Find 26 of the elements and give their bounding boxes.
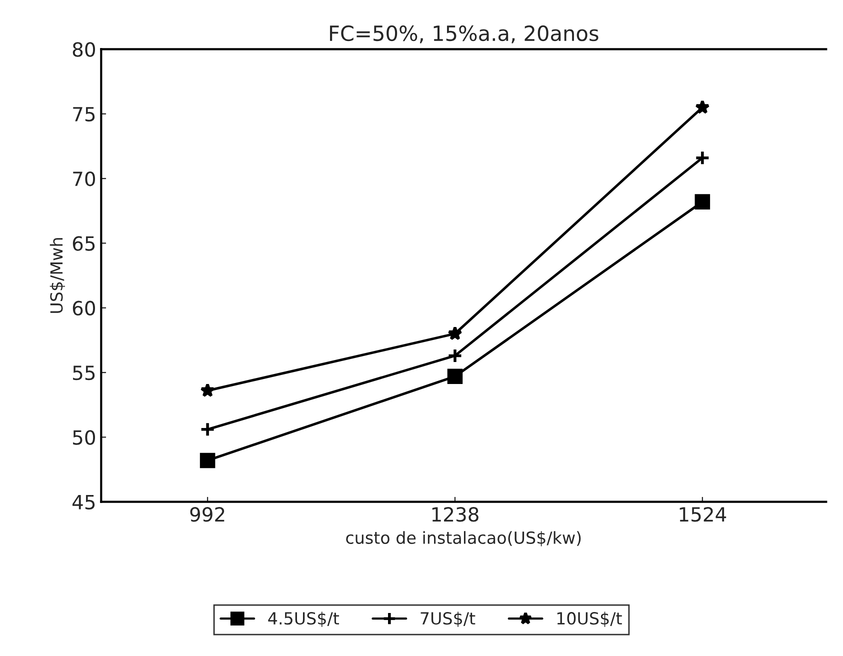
legend-label: 4.5US$/t: [268, 612, 340, 627]
point: [694, 150, 710, 166]
point: [448, 326, 462, 340]
point: [695, 100, 710, 114]
y-tick-label: 80: [72, 42, 96, 57]
legend-label: 10US$/t: [557, 612, 622, 627]
point: [447, 348, 463, 364]
x-tick-label: 1238: [432, 507, 478, 522]
point: [200, 382, 215, 398]
y-tick-label: 50: [73, 430, 96, 445]
y-axis-title: US$/Mwh: [50, 238, 65, 313]
y-tick-label: 45: [72, 495, 95, 510]
chart-title: FC=50%, 15%a.a, 20anos: [330, 25, 598, 44]
point: [200, 452, 216, 468]
y-tick-label: 75: [73, 107, 95, 122]
point: [200, 422, 216, 438]
point: [694, 194, 710, 210]
x-tick-label: 1524: [680, 507, 726, 522]
y-tick-label: 65: [72, 236, 95, 251]
legend-label: 7US$/t: [420, 612, 476, 627]
y-tick-label: 60: [72, 300, 96, 316]
x-axis-title: custo de instalacao(US$/kw): [346, 531, 581, 546]
y-tick-label: 55: [73, 366, 95, 380]
x-tick-label: 992: [190, 507, 224, 522]
point: [447, 368, 463, 384]
y-tick-label: 70: [73, 171, 96, 186]
